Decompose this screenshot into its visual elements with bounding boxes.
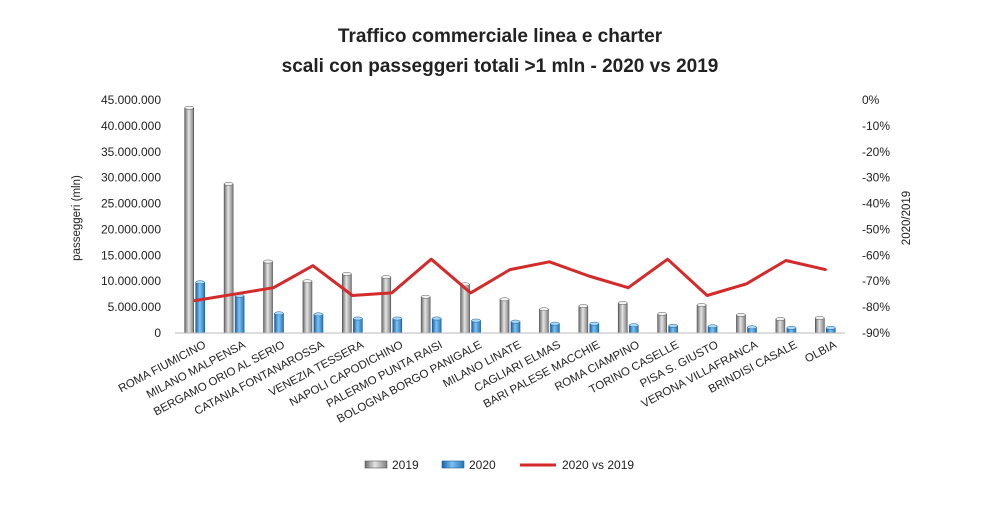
bar-2019 <box>736 314 746 334</box>
bar-2020-cap <box>628 323 639 328</box>
bar-2020-cap <box>747 325 757 330</box>
y2-tick-label: -60% <box>862 248 890 262</box>
bar-2019-cap <box>499 297 510 302</box>
bar-2019-cap <box>539 307 549 312</box>
bar-2019 <box>342 273 352 334</box>
bar-2019 <box>814 317 825 334</box>
bar-2020-cap <box>392 316 403 321</box>
bar-2020-cap <box>510 319 521 324</box>
bar-2019-cap <box>263 259 273 264</box>
legend-label-2019: 2019 <box>392 458 419 472</box>
legend-swatch-2019 <box>364 460 388 469</box>
bar-2020 <box>274 313 284 334</box>
bar-2019-cap <box>302 279 313 284</box>
y-tick-label: 5.000.000 <box>108 300 162 314</box>
bar-2019 <box>578 305 589 334</box>
bar-2019-cap <box>657 311 667 316</box>
category-label: OLBIA <box>803 339 839 366</box>
bar-2019 <box>539 308 549 334</box>
bar-2020 <box>313 314 324 334</box>
bar-2020 <box>431 318 442 334</box>
bar-2019-cap <box>617 301 628 305</box>
bar-2019 <box>184 107 195 334</box>
y2-tick-label: -70% <box>862 274 890 288</box>
legend-label-2020: 2020 <box>469 458 496 472</box>
legend-label-change: 2020 vs 2019 <box>562 458 634 472</box>
legend-swatch-2020 <box>441 460 465 469</box>
line-2020-vs-2019 <box>193 257 827 303</box>
bar-2020-cap <box>274 311 284 316</box>
y2-tick-label: -10% <box>862 119 890 133</box>
bar-2020-cap <box>431 316 442 321</box>
y2-tick-label: 0% <box>862 93 880 107</box>
bar-2020 <box>392 318 403 334</box>
y2-axis-ticks: 0% -10% -20% -30% -40% -50% -60% -70% -80% -90% <box>862 93 890 340</box>
bar-2019 <box>223 183 234 334</box>
bar-2019-cap <box>578 304 589 308</box>
bar-2020-cap <box>550 321 560 326</box>
y-tick-label: 25.000.000 <box>101 197 161 211</box>
bar-2019-cap <box>696 303 707 307</box>
bar-2020 <box>195 281 206 334</box>
bar-2020-cap <box>589 321 600 326</box>
bar-2020-cap <box>313 312 324 317</box>
bar-2019-cap <box>184 105 194 110</box>
legend: 2019 2020 2020 vs 2019 <box>364 458 634 472</box>
bar-2020-cap <box>195 280 205 285</box>
bar-2019 <box>499 299 510 334</box>
y-tick-label: 35.000.000 <box>101 145 161 159</box>
y2-tick-label: -80% <box>862 300 890 314</box>
bar-2019-cap <box>223 182 234 186</box>
bar-2020 <box>234 295 245 334</box>
bar-2019-cap <box>381 275 392 279</box>
y-tick-label: 30.000.000 <box>101 171 161 185</box>
bar-2020-cap <box>786 325 797 330</box>
bar-2019 <box>381 276 392 334</box>
bar-2020-cap <box>826 325 836 330</box>
y-tick-label: 20.000.000 <box>101 222 161 236</box>
y-tick-label: 15.000.000 <box>101 248 161 262</box>
bar-2019 <box>617 302 628 334</box>
bar-2019 <box>263 261 273 334</box>
y-tick-label: 0 <box>154 326 161 340</box>
bar-2020-cap <box>353 316 363 321</box>
y-axis-ticks: 45.000.000 40.000.000 35.000.000 30.000.000… <box>101 93 161 340</box>
bar-2019 <box>657 313 667 334</box>
y2-tick-label: -20% <box>862 145 890 159</box>
bar-2019 <box>775 318 786 334</box>
bar-2019 <box>302 280 313 334</box>
line-series <box>193 257 827 303</box>
y2-tick-label: -40% <box>862 197 890 211</box>
y-axis-label: passeggeri (mln) <box>71 175 83 261</box>
y-tick-label: 40.000.000 <box>101 119 161 133</box>
y-tick-label: 10.000.000 <box>101 274 161 288</box>
y2-tick-label: -50% <box>862 222 890 236</box>
bar-2019 <box>696 304 707 334</box>
y-tick-label: 45.000.000 <box>101 93 161 107</box>
bar-series <box>184 105 836 334</box>
bar-2020-cap <box>707 324 718 329</box>
bar-2020-cap <box>668 323 678 328</box>
bar-2020 <box>471 320 481 334</box>
y2-tick-label: -90% <box>862 326 890 340</box>
y2-tick-label: -30% <box>862 171 890 185</box>
bar-2020-cap <box>471 318 481 323</box>
bar-2020 <box>353 318 363 334</box>
bar-2019-cap <box>815 316 825 320</box>
bar-2019 <box>420 296 431 334</box>
y2-axis-label: 2020/2019 <box>901 191 913 245</box>
bar-2019-cap <box>736 313 746 317</box>
bar-2019-cap <box>420 294 431 299</box>
chart-subtitle: scali con passeggeri totali >1 mln - 202… <box>282 56 719 77</box>
bar-2019-cap <box>775 317 786 321</box>
bar-2019-cap <box>342 272 352 276</box>
chart-title: Traffico commerciale linea e charter <box>338 26 663 47</box>
